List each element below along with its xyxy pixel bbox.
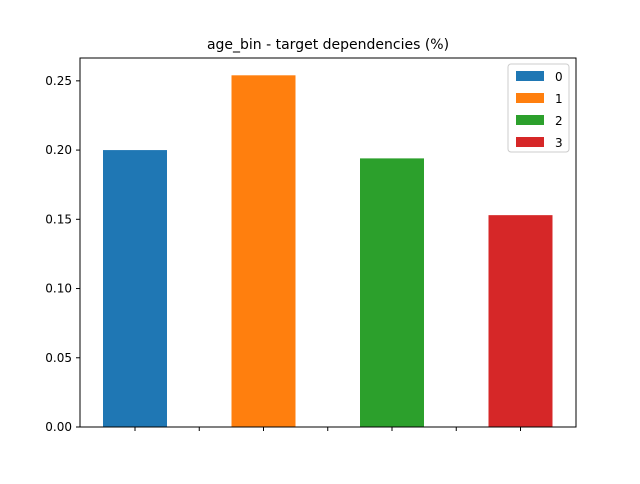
bar-series-2 <box>360 158 424 427</box>
bar-series-3 <box>488 215 553 427</box>
bar-series-1 <box>231 75 296 428</box>
chart-title: age_bin - target dependencies (%) <box>207 37 449 53</box>
plot-frame <box>79 57 577 428</box>
y-tick-label: 0.05 <box>45 351 72 365</box>
y-tick-label: 0.10 <box>45 282 72 296</box>
legend-frame <box>507 63 570 153</box>
y-tick-label: 0.00 <box>45 420 72 434</box>
legend-swatch-1 <box>516 93 544 103</box>
legend-label: 2 <box>555 114 563 128</box>
y-tick-label: 0.15 <box>45 212 72 226</box>
y-tick-label: 0.20 <box>45 143 72 157</box>
legend-label: 0 <box>555 70 563 84</box>
y-tick-label: 0.25 <box>45 74 72 88</box>
legend: 0 1 2 3 <box>507 63 570 153</box>
legend-swatch-3 <box>516 137 544 147</box>
legend-swatch-2 <box>516 115 544 125</box>
bar-series-0 <box>103 150 167 428</box>
legend-label: 1 <box>555 92 563 106</box>
legend-swatch-0 <box>516 71 544 81</box>
legend-label: 3 <box>555 136 563 150</box>
